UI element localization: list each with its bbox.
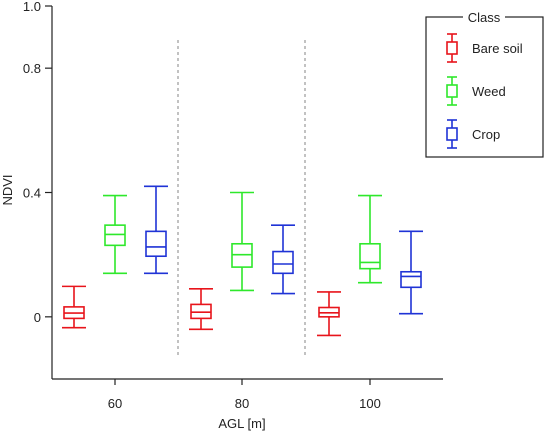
legend-item: Bare soil [446, 33, 523, 63]
legend-label: Bare soil [472, 41, 523, 56]
legend-frame [425, 16, 544, 158]
legend-box-swatch [446, 127, 458, 141]
box-plot [358, 194, 382, 284]
box-plot [103, 194, 127, 275]
y-tick-label: 0.8 [23, 61, 41, 76]
box-plot [62, 285, 86, 329]
box-plot [399, 230, 423, 315]
box-plot [317, 291, 341, 337]
plot-area: 0 0.4 0.8 1.0 60 80 100 [23, 0, 443, 411]
box-iqr [145, 230, 167, 258]
y-axis-label: NDVI [0, 174, 15, 205]
box-iqr [400, 270, 422, 289]
y-tick-label: 0 [34, 310, 41, 325]
box-plot [271, 224, 295, 295]
x-ticks: 60 80 100 [108, 379, 381, 411]
box-plot [144, 185, 168, 275]
x-axis-label: AGL [m] [218, 416, 265, 431]
legend: Class Bare soil Weed Crop [425, 9, 544, 158]
legend-items: Bare soil Weed Crop [446, 33, 523, 149]
legend-item: Crop [446, 119, 500, 149]
y-tick-label: 0.4 [23, 186, 41, 201]
box-iqr [359, 242, 381, 270]
x-tick-label: 60 [108, 396, 122, 411]
x-tick-label: 80 [235, 396, 249, 411]
boxes [62, 185, 423, 337]
legend-label: Weed [472, 84, 506, 99]
legend-title: Class [468, 10, 501, 25]
legend-box-swatch [446, 41, 458, 55]
y-tick-label: 1.0 [23, 0, 41, 14]
legend-box-swatch [446, 84, 458, 98]
legend-title-background [463, 9, 505, 25]
y-ticks: 0 0.4 0.8 1.0 [23, 0, 52, 325]
x-tick-label: 100 [359, 396, 381, 411]
legend-label: Crop [472, 127, 500, 142]
legend-item: Weed [446, 76, 506, 106]
box-plot [230, 191, 254, 292]
box-plot [189, 288, 213, 331]
box-iqr [272, 250, 294, 275]
